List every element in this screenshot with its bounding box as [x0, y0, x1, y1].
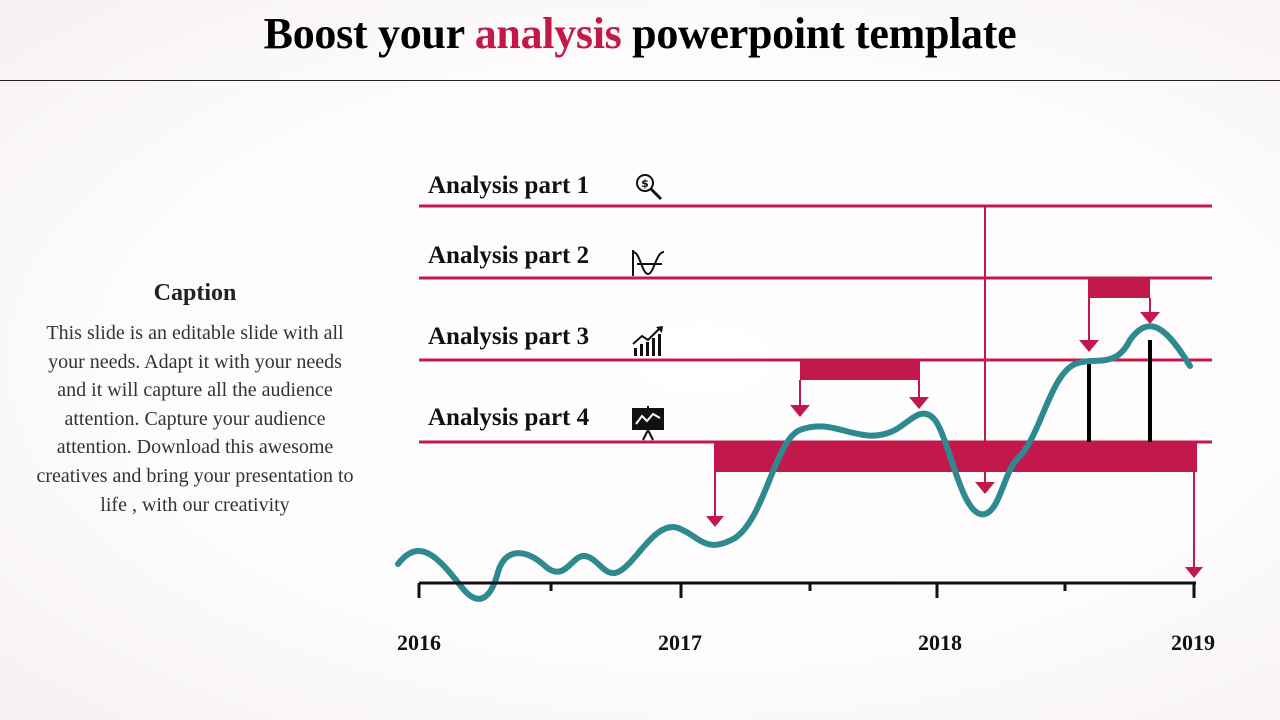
bracket-bar-part-3	[800, 360, 920, 380]
caption-body: This slide is an editable slide with all…	[36, 322, 354, 516]
year-label-2019: 2019	[1171, 630, 1215, 655]
svg-text:$: $	[641, 177, 649, 190]
arrow-head	[1185, 567, 1203, 578]
trend-curve	[395, 323, 1193, 602]
arrow-head	[909, 397, 929, 409]
arrow-head	[975, 482, 995, 494]
row-label-3: Analysis part 3	[428, 323, 590, 350]
year-label-2018: 2018	[918, 630, 962, 655]
title-accent: analysis	[474, 9, 622, 58]
caption-heading: Caption	[153, 280, 237, 306]
presentation-board-icon	[632, 406, 664, 441]
arrow-head	[1140, 312, 1160, 324]
arrow-head	[706, 516, 724, 527]
year-label-2017: 2017	[658, 630, 702, 655]
row-label-4: Analysis part 4	[428, 404, 590, 431]
title-divider	[0, 80, 1280, 81]
title-post: powerpoint template	[621, 9, 1017, 58]
year-label-2016: 2016	[397, 630, 441, 655]
bracket-bar-part-2	[1088, 278, 1150, 298]
slide-title: Boost your analysis powerpoint template	[0, 8, 1280, 59]
growth-chart-icon	[632, 326, 663, 356]
row-label-2: Analysis part 2	[428, 242, 590, 269]
wave-curve-icon	[632, 250, 665, 276]
row-label-1: Analysis part 1	[428, 172, 590, 199]
arrow-head	[790, 405, 810, 417]
dollar-magnifier-icon: $	[636, 174, 663, 201]
arrow-head	[1079, 340, 1099, 352]
title-pre: Boost your	[263, 9, 475, 58]
